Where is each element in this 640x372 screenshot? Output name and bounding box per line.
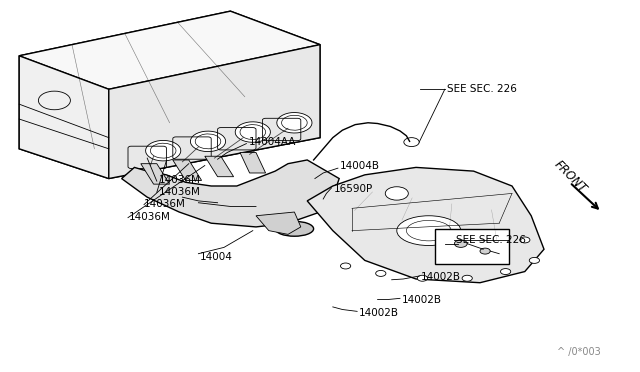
Polygon shape — [122, 160, 339, 227]
Circle shape — [520, 237, 530, 243]
Text: SEE SEC. 226: SEE SEC. 226 — [447, 84, 516, 94]
Text: 14002B: 14002B — [358, 308, 398, 318]
Text: 14036M: 14036M — [159, 187, 200, 196]
Ellipse shape — [236, 122, 270, 142]
Text: 14004B: 14004B — [340, 161, 380, 171]
Circle shape — [417, 275, 428, 281]
Text: 16590P: 16590P — [333, 184, 372, 193]
Circle shape — [454, 240, 467, 247]
Text: 14036M: 14036M — [129, 212, 171, 221]
Polygon shape — [109, 45, 320, 179]
Circle shape — [462, 275, 472, 281]
Text: 14002B: 14002B — [421, 272, 461, 282]
Text: FRONT: FRONT — [552, 158, 589, 195]
Ellipse shape — [191, 131, 225, 151]
Bar — [435, 229, 509, 264]
Text: 14002B: 14002B — [402, 295, 442, 305]
Polygon shape — [19, 56, 109, 179]
Circle shape — [500, 269, 511, 275]
Text: 14036M: 14036M — [159, 176, 200, 185]
Polygon shape — [19, 11, 320, 89]
Circle shape — [376, 270, 386, 276]
Ellipse shape — [146, 141, 180, 161]
Circle shape — [529, 257, 540, 263]
Circle shape — [480, 248, 490, 254]
Text: 14004AA: 14004AA — [248, 137, 296, 147]
Circle shape — [404, 138, 419, 147]
Ellipse shape — [397, 216, 461, 246]
Polygon shape — [307, 167, 544, 283]
Circle shape — [385, 187, 408, 200]
Polygon shape — [173, 160, 202, 180]
Polygon shape — [240, 153, 266, 173]
Ellipse shape — [275, 221, 314, 236]
Polygon shape — [256, 212, 301, 234]
Polygon shape — [141, 164, 170, 184]
Circle shape — [340, 263, 351, 269]
Text: 14036M: 14036M — [144, 199, 186, 209]
Text: SEE SEC. 226: SEE SEC. 226 — [456, 235, 526, 245]
Text: ^ /0*003: ^ /0*003 — [557, 347, 600, 356]
Text: 14004: 14004 — [200, 252, 232, 262]
Ellipse shape — [277, 113, 312, 133]
Polygon shape — [205, 156, 234, 177]
